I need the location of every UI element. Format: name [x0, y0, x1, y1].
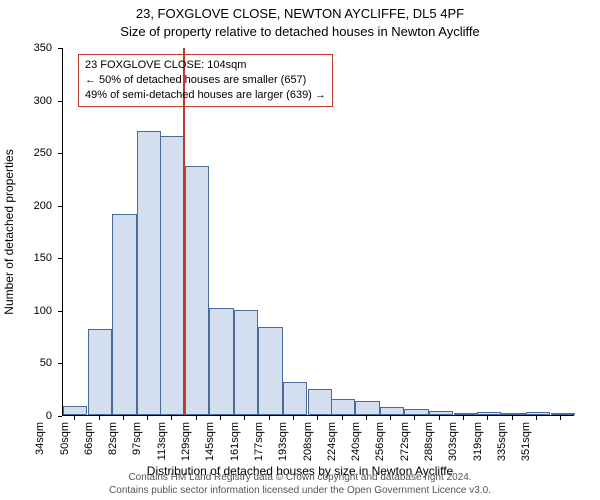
x-tick-mark	[560, 416, 561, 420]
annotation-box: 23 FOXGLOVE CLOSE: 104sqm ← 50% of detac…	[78, 54, 333, 107]
histogram-bar	[429, 411, 453, 415]
histogram-bar	[283, 382, 307, 415]
histogram-bar	[477, 412, 501, 415]
histogram-bar	[112, 214, 136, 415]
histogram-bar	[63, 406, 87, 415]
y-tick-mark	[58, 153, 62, 154]
y-tick-label: 350	[0, 43, 60, 54]
histogram-bar	[380, 407, 404, 415]
footer-line-2: Contains public sector information licen…	[0, 485, 600, 498]
y-tick-mark	[58, 101, 62, 102]
x-tick-mark	[463, 416, 464, 420]
y-tick-label: 300	[0, 96, 60, 107]
histogram-bar	[331, 399, 355, 415]
x-tick-mark	[293, 416, 294, 420]
y-tick-mark	[58, 363, 62, 364]
annotation-line-3: 49% of semi-detached houses are larger (…	[85, 88, 326, 103]
histogram-bar	[258, 327, 282, 415]
x-tick-mark	[536, 416, 537, 420]
y-tick-mark	[58, 206, 62, 207]
x-tick-mark	[439, 416, 440, 420]
x-tick-mark	[414, 416, 415, 420]
histogram-bar	[454, 413, 478, 415]
x-tick-mark	[317, 416, 318, 420]
x-tick-label: 351sqm	[521, 422, 599, 461]
histogram-bar	[209, 308, 233, 415]
annotation-line-2: ← 50% of detached houses are smaller (65…	[85, 73, 326, 88]
histogram-bar	[355, 401, 379, 415]
x-tick-mark	[123, 416, 124, 420]
y-tick-label: 50	[0, 358, 60, 369]
y-tick-mark	[58, 258, 62, 259]
x-tick-mark	[512, 416, 513, 420]
histogram-bar	[185, 166, 209, 415]
histogram-bar	[501, 413, 525, 415]
y-tick-label: 200	[0, 201, 60, 212]
histogram-bar	[88, 329, 112, 415]
x-tick-mark	[196, 416, 197, 420]
y-tick-label: 250	[0, 148, 60, 159]
y-tick-label: 0	[0, 411, 60, 422]
annotation-line-1: 23 FOXGLOVE CLOSE: 104sqm	[85, 58, 326, 73]
x-tick-mark	[487, 416, 488, 420]
x-tick-mark	[244, 416, 245, 420]
y-tick-mark	[58, 48, 62, 49]
y-tick-mark	[58, 416, 62, 417]
x-tick-mark	[171, 416, 172, 420]
x-tick-mark	[99, 416, 100, 420]
x-tick-mark	[147, 416, 148, 420]
x-tick-mark	[390, 416, 391, 420]
histogram-bar	[308, 389, 332, 415]
y-tick-mark	[58, 311, 62, 312]
histogram-bar	[137, 131, 161, 415]
x-tick-mark	[269, 416, 270, 420]
histogram-bar	[551, 413, 575, 415]
histogram-bar	[526, 412, 550, 415]
x-tick-mark	[74, 416, 75, 420]
y-tick-label: 100	[0, 306, 60, 317]
title-line-1: 23, FOXGLOVE CLOSE, NEWTON AYCLIFFE, DL5…	[0, 6, 600, 21]
histogram-bar	[234, 310, 258, 415]
histogram-bar	[160, 136, 184, 415]
footer-attribution: Contains HM Land Registry data © Crown c…	[0, 472, 600, 497]
footer-line-1: Contains HM Land Registry data © Crown c…	[0, 472, 600, 485]
title-line-2: Size of property relative to detached ho…	[0, 24, 600, 39]
y-tick-label: 150	[0, 253, 60, 264]
histogram-bar	[404, 409, 428, 415]
x-tick-mark	[366, 416, 367, 420]
x-tick-mark	[342, 416, 343, 420]
x-tick-mark	[220, 416, 221, 420]
